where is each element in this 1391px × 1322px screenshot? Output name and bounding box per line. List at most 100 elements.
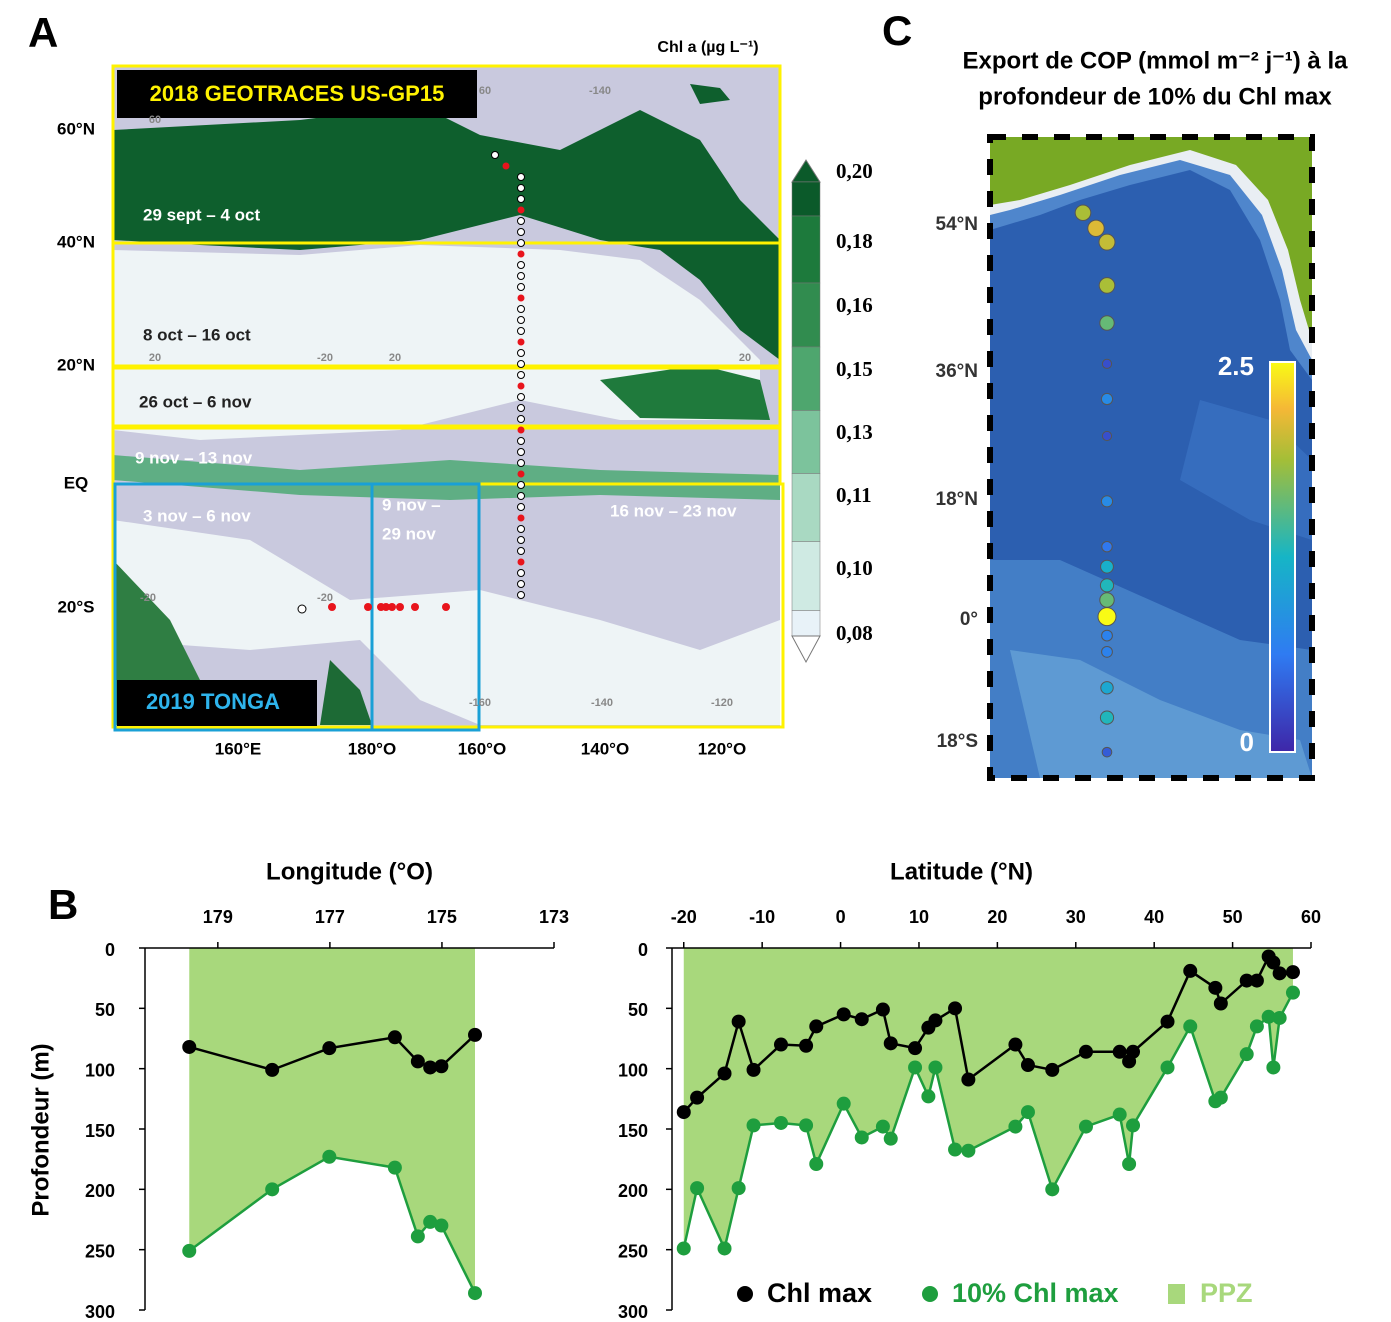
x-tick-label: 60: [1301, 907, 1321, 927]
series-point: [836, 1096, 851, 1111]
grid-label: 60: [479, 85, 491, 97]
lat-label: 60°N: [57, 119, 95, 138]
export-point: [1100, 495, 1114, 508]
colorbar-label: 0,16: [836, 293, 873, 317]
y-tick-label: 50: [628, 1000, 648, 1020]
y-tick-label: 300: [618, 1302, 648, 1322]
series-point: [690, 1090, 705, 1105]
colorbar: [1269, 361, 1296, 753]
period-label: 29 nov: [382, 524, 436, 543]
y-tick-label: 150: [618, 1121, 648, 1141]
series-point: [322, 1041, 337, 1056]
campaign-label: 2018 GEOTRACES US-GP15: [150, 81, 445, 106]
period-label: 9 nov – 13 nov: [135, 448, 253, 467]
panel-label: C: [882, 7, 912, 54]
station: [517, 470, 525, 478]
colorbar-title: Chl a (µg L⁻¹): [657, 39, 758, 56]
x-tick-label: -20: [671, 907, 697, 927]
series-point: [1249, 973, 1264, 988]
series-point: [1045, 1062, 1060, 1077]
y-tick-label: 200: [618, 1181, 648, 1201]
grid-label: 20: [389, 352, 401, 364]
station: [517, 459, 525, 467]
station: [517, 503, 525, 511]
station: [517, 393, 525, 401]
series-point: [423, 1060, 438, 1075]
series-point: [182, 1243, 197, 1258]
series-point: [1239, 1047, 1254, 1062]
station: [517, 294, 525, 302]
series-point: [1078, 1119, 1093, 1134]
series-point: [265, 1182, 280, 1197]
station: [517, 448, 525, 456]
series-point: [773, 1037, 788, 1052]
period-label: 8 oct – 16 oct: [143, 325, 251, 344]
period-label: 16 nov – 23 nov: [610, 501, 737, 520]
series-point: [434, 1218, 449, 1233]
legend-marker: [1168, 1284, 1185, 1304]
series-point: [731, 1014, 746, 1029]
series-point: [1008, 1119, 1023, 1134]
x-tick-label: 50: [1223, 907, 1243, 927]
series-point: [875, 1002, 890, 1017]
series-line: [682, 992, 1295, 1253]
export-point: [1100, 681, 1114, 695]
station: [517, 217, 525, 225]
grid-label: 60: [149, 114, 161, 126]
series-point: [182, 1039, 197, 1054]
lat-label: 18°S: [937, 731, 978, 752]
grid-label: -120: [711, 697, 733, 709]
station: [517, 415, 525, 423]
colorbar-label: 0,15: [836, 357, 873, 381]
export-point: [1087, 219, 1105, 237]
series-point: [1285, 985, 1300, 1000]
y-tick-label: 300: [85, 1302, 115, 1322]
series-point: [1160, 1060, 1175, 1075]
x-axis-title: Latitude (°N): [890, 858, 1033, 885]
map-title: Export de COP (mmol m⁻² j⁻¹) à la: [963, 47, 1349, 74]
station: [517, 283, 525, 291]
series-point: [883, 1036, 898, 1051]
station: [411, 603, 419, 611]
station: [364, 603, 372, 611]
period-label: 29 sept – 4 oct: [143, 205, 261, 224]
station: [517, 349, 525, 357]
series-point: [1266, 955, 1281, 970]
station: [517, 184, 525, 192]
colorbar-step: [791, 410, 821, 474]
colorbar-label: 0,18: [836, 229, 873, 253]
lon-label: 180°O: [348, 739, 396, 758]
y-tick-label: 150: [85, 1121, 115, 1141]
station: [517, 404, 525, 412]
x-axis-title: Longitude (°O): [266, 858, 433, 885]
ppz-area: [189, 948, 476, 1294]
series-point: [1249, 1019, 1264, 1034]
station: [442, 603, 450, 611]
colorbar-bottom: [791, 635, 821, 664]
export-point: [1101, 629, 1113, 642]
colorbar-step: [791, 541, 821, 611]
series-point: [468, 1286, 483, 1301]
series-point: [1272, 1010, 1287, 1025]
grid-label: -20: [317, 352, 333, 364]
colorbar-label: 0,20: [836, 159, 873, 183]
x-tick-label: 0: [836, 907, 846, 927]
series-point: [1285, 965, 1300, 980]
series-point: [836, 1007, 851, 1022]
series-point: [410, 1229, 425, 1244]
series-point: [1078, 1044, 1093, 1059]
export-point: [1101, 645, 1113, 658]
station: [388, 603, 396, 611]
series-point: [948, 1001, 963, 1016]
x-tick-label: 173: [539, 907, 569, 927]
station: [517, 338, 525, 346]
station: [517, 382, 525, 390]
series-point: [908, 1060, 923, 1075]
legend-label: 10% Chl max: [952, 1278, 1119, 1308]
grid-label: -140: [589, 85, 611, 97]
station: [382, 603, 390, 611]
grid-label: -20: [140, 592, 156, 604]
series-point: [690, 1181, 705, 1196]
colorbar-label: 0,10: [836, 556, 873, 580]
lat-label: 20°S: [57, 597, 94, 616]
